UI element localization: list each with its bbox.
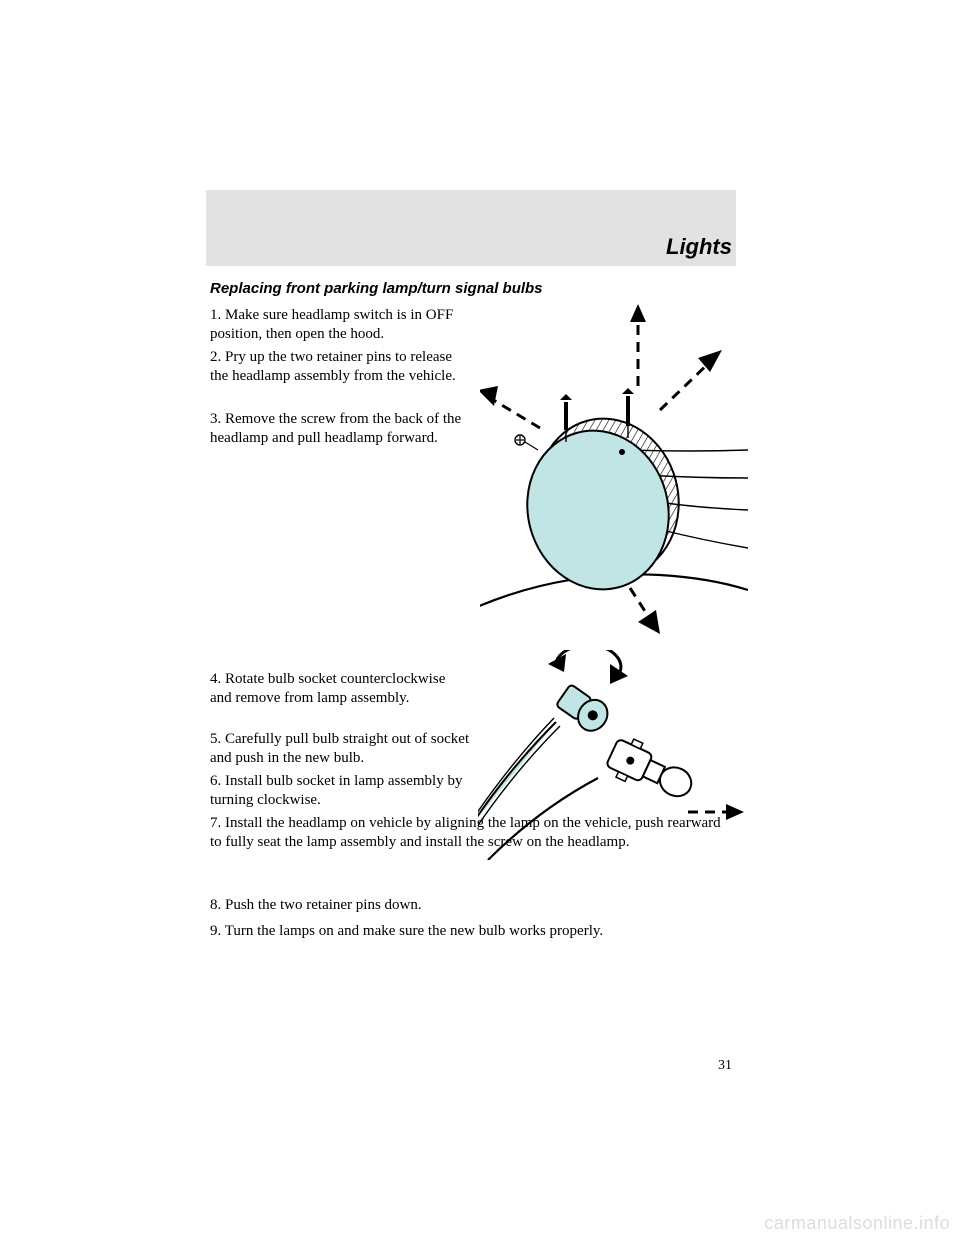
screw-icon	[515, 435, 538, 450]
rotate-arrow-icon	[548, 650, 628, 684]
step-6: 6. Install bulb socket in lamp assembly …	[210, 772, 470, 810]
arrow-up-right	[660, 350, 722, 410]
step-1: 1. Make sure headlamp switch is in OFF p…	[210, 306, 470, 344]
step-4: 4. Rotate bulb socket counterclockwise a…	[210, 670, 470, 708]
header-title: Lights	[666, 234, 732, 260]
step-5: 5. Carefully pull bulb straight out of s…	[210, 730, 480, 768]
step-9: 9. Turn the lamps on and make sure the n…	[210, 922, 730, 941]
arrow-up-left	[480, 386, 540, 428]
header-band	[206, 190, 736, 266]
step-3: 3. Remove the screw from the back of the…	[210, 410, 470, 448]
step-2: 2. Pry up the two retainer pins to relea…	[210, 348, 470, 386]
arrow-down	[630, 588, 660, 634]
page-number: 31	[718, 1058, 732, 1074]
figure-headlamp-assembly	[480, 300, 748, 640]
watermark: carmanualsonline.info	[764, 1213, 950, 1234]
step-8: 8. Push the two retainer pins down.	[210, 896, 730, 915]
arrow-up	[630, 304, 646, 386]
step-7: 7. Install the headlamp on vehicle by al…	[210, 814, 730, 852]
section-title: Replacing front parking lamp/turn signal…	[210, 280, 543, 297]
page: Lights Replacing front parking lamp/turn…	[0, 0, 960, 1242]
